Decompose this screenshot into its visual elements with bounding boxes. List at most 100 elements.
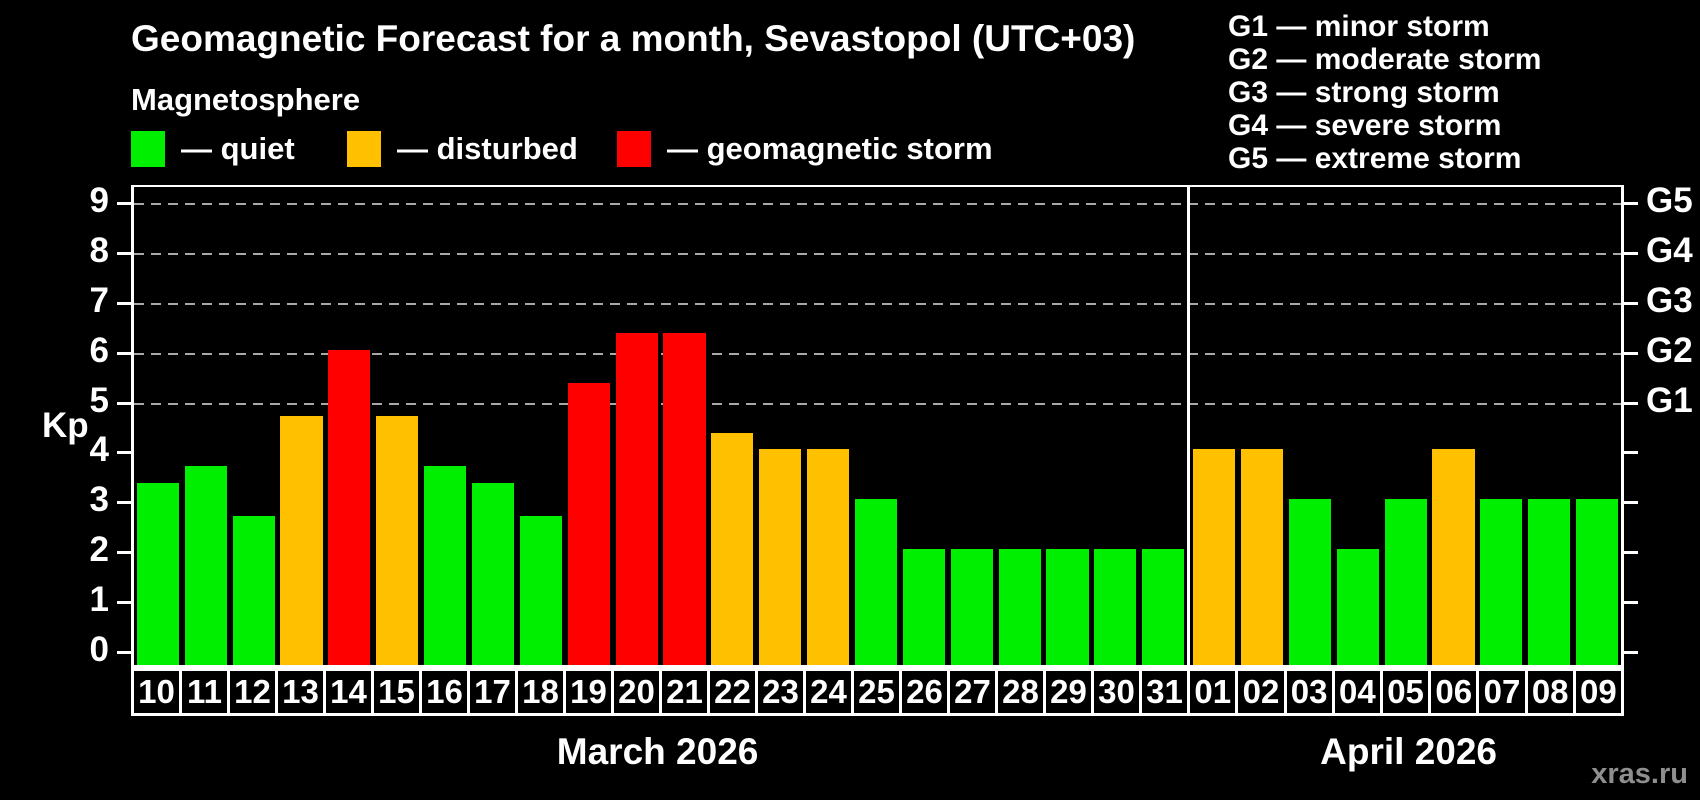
kp-bar-storm <box>615 333 658 665</box>
y-axis-tick-label: 8 <box>89 230 109 270</box>
kp-bar-quiet <box>1384 499 1427 665</box>
storm-scale-line: G1 — minor storm <box>1228 10 1490 43</box>
bar-column <box>1382 187 1430 665</box>
bar-column <box>709 187 757 665</box>
kp-bar-disturbed <box>1240 449 1284 665</box>
bar-column <box>1525 187 1573 665</box>
axis-tick <box>1624 501 1638 505</box>
storm-scale-line: G2 — moderate storm <box>1228 43 1542 76</box>
axis-tick <box>117 351 131 355</box>
axis-tick <box>1624 651 1638 654</box>
y-axis-tick-label: 5 <box>89 380 109 420</box>
kp-bar-quiet <box>854 499 898 665</box>
kp-bar-storm <box>567 383 610 665</box>
date-label: 11 <box>182 671 227 713</box>
plot-inner <box>134 187 1621 665</box>
kp-bar-quiet <box>1576 499 1619 665</box>
kp-bar-quiet <box>1046 549 1089 665</box>
legend-label: — quiet <box>181 131 295 166</box>
kp-bar-disturbed <box>759 449 802 665</box>
axis-tick <box>1624 451 1638 455</box>
date-label: 26 <box>902 671 947 713</box>
storm-color-swatch <box>617 131 651 167</box>
bar-column <box>373 187 421 665</box>
date-label: 21 <box>662 671 707 713</box>
bar-column <box>1477 187 1525 665</box>
bar-column <box>900 187 948 665</box>
date-label: 25 <box>854 671 899 713</box>
g-scale-tick-label: G5 <box>1646 180 1693 220</box>
date-label: 27 <box>950 671 995 713</box>
date-label: 13 <box>278 671 323 713</box>
axis-tick <box>117 251 131 255</box>
kp-bar-quiet <box>1336 549 1379 665</box>
kp-bar-disturbed <box>711 432 754 665</box>
month-label: April 2026 <box>1320 731 1498 772</box>
date-label: 14 <box>326 671 371 713</box>
axis-tick <box>1624 551 1638 555</box>
kp-bar-quiet <box>184 465 227 665</box>
kp-bar-storm <box>328 349 371 665</box>
kp-bar-quiet <box>136 482 179 665</box>
axis-tick <box>1624 301 1638 305</box>
month-divider-spacer <box>1187 730 1190 774</box>
axis-tick <box>117 201 131 205</box>
month-section <box>134 187 1187 665</box>
bar-column <box>326 187 374 665</box>
watermark: xras.ru <box>1591 758 1688 790</box>
quiet-color-swatch <box>131 131 165 167</box>
gridline-kp9 <box>134 202 1621 205</box>
date-label: 07 <box>1479 671 1525 713</box>
date-label: 18 <box>518 671 563 713</box>
kp-bar-disturbed <box>376 415 419 665</box>
axis-tick <box>1624 601 1638 605</box>
axis-tick <box>117 401 131 405</box>
bar-column <box>1139 187 1187 665</box>
date-label: 17 <box>470 671 515 713</box>
date-label: 20 <box>614 671 659 713</box>
disturbed-color-swatch <box>347 131 381 167</box>
y-axis-title: Kp <box>42 406 89 445</box>
date-label: 19 <box>566 671 611 713</box>
bar-column <box>1430 187 1478 665</box>
y-axis-tick-label: 1 <box>89 580 109 620</box>
month-divider-line <box>1187 187 1191 665</box>
bar-column <box>1044 187 1092 665</box>
date-label: 10 <box>134 671 179 713</box>
date-label: 16 <box>422 671 467 713</box>
bar-column <box>278 187 326 665</box>
axis-tick <box>117 301 131 305</box>
kp-bar-disturbed <box>1432 449 1475 665</box>
bar-column <box>852 187 900 665</box>
bar-column <box>565 187 613 665</box>
month-label: March 2026 <box>556 731 759 772</box>
storm-scale-line: G4 — severe storm <box>1228 109 1502 142</box>
plot-area <box>131 185 1624 668</box>
gridline-kp7 <box>134 302 1621 305</box>
kp-bar-storm <box>663 333 706 665</box>
bar-column <box>1286 187 1334 665</box>
bar-column <box>469 187 517 665</box>
bar-column <box>996 187 1044 665</box>
g-scale-tick-label: G4 <box>1646 230 1693 270</box>
date-label: 08 <box>1527 671 1573 713</box>
y-axis-tick-label: 0 <box>89 630 109 669</box>
month-section <box>1190 187 1621 665</box>
y-axis-tick-label: 2 <box>89 530 109 570</box>
axis-tick <box>117 601 131 605</box>
bar-column <box>182 187 230 665</box>
storm-scale-line: G3 — strong storm <box>1228 76 1500 109</box>
kp-bar-disturbed <box>807 449 850 665</box>
legend-item-storm: — geomagnetic storm <box>617 130 993 168</box>
bar-column <box>1092 187 1140 665</box>
gridline-kp8 <box>134 252 1621 255</box>
kp-bar-quiet <box>424 465 467 665</box>
g-scale-tick-label: G2 <box>1646 330 1693 370</box>
gridline-kp5 <box>134 402 1621 405</box>
kp-bar-quiet <box>1480 499 1523 665</box>
bars-row <box>134 187 1621 665</box>
y-axis-tick-label: 7 <box>89 280 109 320</box>
date-label: 09 <box>1575 671 1621 713</box>
date-section: 01 02 03 04 05 06 07 08 09 <box>1190 671 1621 713</box>
bar-column <box>804 187 852 665</box>
